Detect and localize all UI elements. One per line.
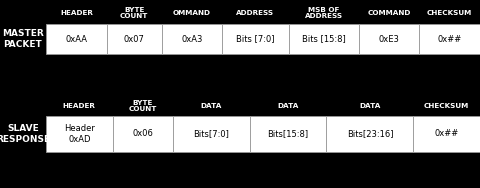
Bar — [222, 24, 288, 54]
Text: BYTE
COUNT: BYTE COUNT — [120, 7, 148, 19]
Bar — [326, 116, 413, 152]
Text: 0x##: 0x## — [434, 130, 459, 139]
Text: SLAVE
RESPONSE: SLAVE RESPONSE — [0, 124, 50, 144]
Text: Bits [7:0]: Bits [7:0] — [236, 35, 275, 43]
Text: HEADER: HEADER — [60, 10, 93, 16]
Text: DATA: DATA — [277, 103, 299, 109]
Text: DATA: DATA — [359, 103, 381, 109]
Text: Bits[7:0]: Bits[7:0] — [193, 130, 229, 139]
Text: 0x##: 0x## — [438, 35, 462, 43]
Bar — [173, 116, 250, 152]
Text: BYTE
COUNT: BYTE COUNT — [129, 100, 157, 112]
Bar — [46, 116, 113, 152]
Bar — [161, 24, 222, 54]
Text: ADDRESS: ADDRESS — [236, 10, 275, 16]
Bar — [359, 24, 420, 54]
Bar — [46, 24, 107, 54]
Text: 0xAA: 0xAA — [65, 35, 87, 43]
Text: COMMAND: COMMAND — [367, 10, 411, 16]
Bar — [107, 24, 161, 54]
Text: DATA: DATA — [201, 103, 222, 109]
Bar — [250, 116, 326, 152]
Bar — [413, 116, 480, 152]
Text: 0x06: 0x06 — [132, 130, 153, 139]
Bar — [113, 116, 173, 152]
Text: 0x07: 0x07 — [124, 35, 144, 43]
Text: Bits[15:8]: Bits[15:8] — [267, 130, 309, 139]
Text: CHECKSUM: CHECKSUM — [427, 10, 472, 16]
Text: MASTER
PACKET: MASTER PACKET — [2, 29, 44, 49]
Text: MSB OF
ADDRESS: MSB OF ADDRESS — [305, 7, 343, 19]
Text: HEADER: HEADER — [63, 103, 96, 109]
Bar — [288, 24, 359, 54]
Text: Bits [15:8]: Bits [15:8] — [302, 35, 346, 43]
Text: OMMAND: OMMAND — [173, 10, 211, 16]
Text: 0xA3: 0xA3 — [181, 35, 203, 43]
Text: CHECKSUM: CHECKSUM — [424, 103, 469, 109]
Bar — [420, 24, 480, 54]
Text: 0xE3: 0xE3 — [379, 35, 399, 43]
Text: Header
0xAD: Header 0xAD — [64, 124, 95, 144]
Text: Bits[23:16]: Bits[23:16] — [347, 130, 393, 139]
